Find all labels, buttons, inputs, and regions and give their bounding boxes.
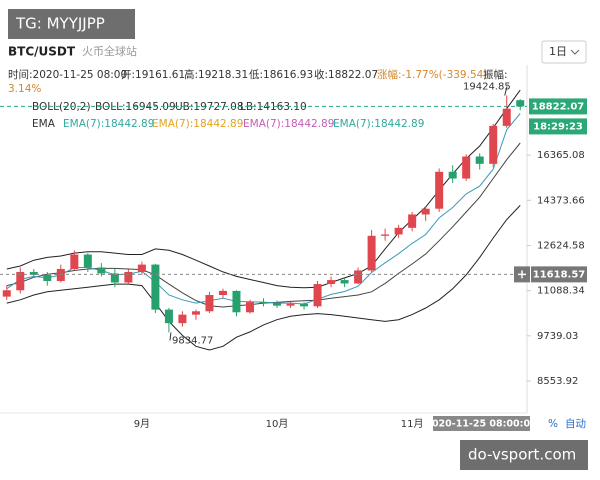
info-amplitude-label: 振幅: [483,68,508,81]
candle-body [367,235,376,271]
indicator-value: LB:14163.10 [240,101,307,113]
indicator-line [6,89,521,289]
candle-body [137,264,146,272]
ema-title: EMA [32,118,56,130]
candle-body [43,274,52,281]
x-tick-label: 10月 [266,418,289,430]
y-tick-label: 14373.66 [537,195,585,206]
last-price: 18822.07 [532,101,585,112]
candle-body [110,273,119,283]
y-tick-label: 9739.03 [537,331,578,342]
y-tick-label: 8553.92 [537,376,578,387]
crosshair-time: 2020-11-25 08:00:00 [425,419,537,430]
candle-body [2,290,11,297]
indicator-value: EMA(7):18442.89 [243,118,334,130]
auto-toggle[interactable]: 自动 [565,417,586,430]
candle-body [218,290,227,296]
candle-body [83,254,92,268]
candle-body [205,295,214,312]
candle-body [286,303,295,306]
annotation-arrow [504,86,508,96]
candle-body [340,280,349,284]
indicator-value: UB:19727.08 [175,101,244,113]
x-tick-label: 9月 [134,418,150,430]
crosshair-price-tag [531,266,587,283]
candle-body [56,268,65,281]
watermark: TG: MYYJJPP [15,15,105,33]
candle-body [381,234,390,236]
countdown: 18:29:23 [533,121,583,132]
candle-body [313,284,322,307]
candle-body [178,314,187,324]
info-change: 涨幅:-1.77%(-339.54) [377,68,487,81]
y-tick-label: 11088.34 [537,286,585,297]
candle-body [394,227,403,235]
info-low: 低:18616.93 [249,68,313,81]
candle-body [232,290,241,313]
interval-button[interactable] [541,40,587,64]
y-tick-label: 16365.08 [537,150,585,161]
info-time: 时间:2020-11-25 08:00 [8,68,127,81]
percent-toggle[interactable]: % [548,418,558,430]
candle-body [164,309,173,324]
watermark: do-vsport.com [468,446,576,464]
candle-body [300,303,309,307]
candle-body [516,100,525,107]
pair: BTC/USDT [8,45,76,59]
candle-body [29,271,38,275]
candle-body [259,302,268,304]
countdown-tag [529,118,587,135]
info-high: 高:19218.31 [184,68,248,81]
candle-body [245,302,254,313]
candle-body [191,311,200,315]
watermark-box [8,9,135,39]
candle-body [16,271,25,291]
candle-body [502,108,511,126]
boll-title: BOLL(20,2) [32,101,91,113]
candle-body [70,254,79,269]
candle-body [327,280,336,285]
candle-body [462,156,471,179]
extreme-label: 19424.85 [463,81,511,92]
candle-body [151,264,160,310]
info-open: 开:19161.61 [121,69,185,81]
last-price-tag [529,98,587,115]
indicator-value: EMA(7):18442.89 [63,118,154,130]
extreme-label: 9834.77 [172,335,213,346]
crosshair-time-tag [433,416,530,431]
y-tick-label: 12624.58 [537,240,585,251]
indicator-line [6,205,521,351]
candle-body [448,171,457,179]
candle-body [273,303,282,306]
interval[interactable]: 1日 [549,45,567,58]
info-close: 收:18822.07 [314,68,378,81]
candle-body [97,267,106,274]
candle-body [475,156,484,164]
candle-body [354,270,363,284]
crosshair-price: 11618.57 [533,269,586,280]
info-amplitude: 3.14% [8,83,41,95]
candle-body [435,171,444,209]
candle-body [489,125,498,164]
crosshair-plus [518,270,526,279]
indicator-value: EMA(7):18442.89 [333,118,424,130]
indicator-value: EMA(7):18442.89 [152,118,243,130]
indicator-value: BOLL:16945.09 [95,101,176,113]
annotation-arrow [169,332,172,341]
exchange: 火币全球站 [82,44,137,58]
x-tick-label: 11月 [401,418,424,430]
candle-body [124,271,133,283]
watermark-box [460,440,588,470]
candle-body [421,208,430,215]
dropdown-arrow [570,49,580,55]
candle-body [408,214,417,228]
